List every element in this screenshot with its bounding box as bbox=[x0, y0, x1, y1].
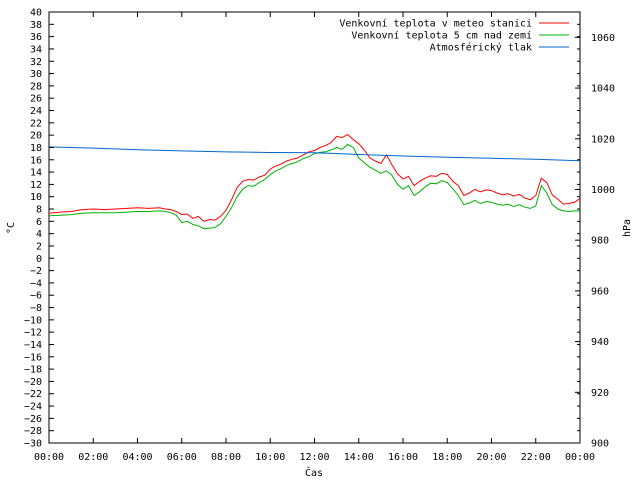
y2-tick-label: 980 bbox=[591, 236, 609, 247]
y-tick-label: 24 bbox=[30, 106, 42, 117]
y-tick-label: 16 bbox=[30, 155, 42, 166]
y-axis-label: °C bbox=[6, 222, 17, 234]
y-tick-label: −2 bbox=[30, 266, 42, 277]
y-tick-label: −6 bbox=[30, 291, 42, 302]
y2-tick-label: 1020 bbox=[591, 134, 615, 145]
y2-tick-label: 900 bbox=[591, 439, 609, 450]
x-tick-label: 16:00 bbox=[388, 452, 418, 463]
y-tick-label: 36 bbox=[30, 32, 42, 43]
y-tick-label: 10 bbox=[30, 192, 42, 203]
y-tick-label: 14 bbox=[30, 168, 42, 179]
y-tick-label: 30 bbox=[30, 69, 42, 80]
y-tick-label: −22 bbox=[24, 389, 42, 400]
y-tick-label: 22 bbox=[30, 118, 42, 129]
x-tick-label: 14:00 bbox=[344, 452, 374, 463]
y-tick-label: 34 bbox=[30, 44, 42, 55]
legend: Venkovní teplota v meteo staniciVenkovní… bbox=[339, 18, 569, 54]
legend-label-3: Atmosférický tlak bbox=[430, 42, 532, 54]
y-tick-label: −24 bbox=[24, 402, 42, 413]
x-tick-label: 12:00 bbox=[299, 452, 329, 463]
y-tick-label: 12 bbox=[30, 180, 42, 191]
y-tick-label: −28 bbox=[24, 426, 42, 437]
y2-tick-label: 920 bbox=[591, 388, 609, 399]
y-tick-label: 6 bbox=[36, 217, 42, 228]
y-tick-label: −20 bbox=[24, 377, 42, 388]
x-tick-label: 10:00 bbox=[255, 452, 285, 463]
y-tick-label: 8 bbox=[36, 205, 42, 216]
y-tick-label: −14 bbox=[24, 340, 42, 351]
y-tick-label: −4 bbox=[30, 278, 42, 289]
x-tick-label: 04:00 bbox=[122, 452, 152, 463]
plot-frame bbox=[48, 11, 581, 444]
y-tick-label: 0 bbox=[36, 254, 42, 265]
y-tick-label: 26 bbox=[30, 94, 42, 105]
x-tick-label: 06:00 bbox=[167, 452, 197, 463]
y-tick-label: 18 bbox=[30, 143, 42, 154]
y2-tick-label: 1060 bbox=[591, 33, 615, 44]
y2-tick-label: 1040 bbox=[591, 84, 615, 95]
y-tick-label: −12 bbox=[24, 328, 42, 339]
y2-axis-label: hPa bbox=[622, 219, 633, 237]
y-tick-label: −10 bbox=[24, 315, 42, 326]
x-tick-label: 02:00 bbox=[78, 452, 108, 463]
series-layer bbox=[48, 133, 581, 230]
y2-tick-label: 960 bbox=[591, 286, 609, 297]
x-tick-label: 00:00 bbox=[565, 452, 595, 463]
y-tick-label: 28 bbox=[30, 81, 42, 92]
y-tick-label: 32 bbox=[30, 57, 42, 68]
y-tick-label: 4 bbox=[36, 229, 42, 240]
y-tick-label: 40 bbox=[30, 8, 42, 19]
series-line-1 bbox=[48, 133, 581, 222]
x-tick-label: 18:00 bbox=[432, 452, 462, 463]
x-tick-label: 00:00 bbox=[34, 452, 64, 463]
x-tick-label: 08:00 bbox=[211, 452, 241, 463]
y-tick-label: 20 bbox=[30, 131, 42, 142]
series-line-2 bbox=[48, 143, 580, 230]
axes-layer: −30−28−26−24−22−20−18−16−14−12−10−8−6−4−… bbox=[24, 8, 615, 464]
x-tick-label: 22:00 bbox=[521, 452, 551, 463]
y-tick-label: −30 bbox=[24, 439, 42, 450]
y-tick-label: −8 bbox=[30, 303, 42, 314]
y-tick-label: −26 bbox=[24, 414, 42, 425]
legend-label-1: Venkovní teplota v meteo stanici bbox=[339, 18, 532, 30]
y-tick-label: −18 bbox=[24, 365, 42, 376]
x-tick-label: 20:00 bbox=[476, 452, 506, 463]
x-axis-label: Čas bbox=[305, 466, 323, 479]
y2-tick-label: 940 bbox=[591, 337, 609, 348]
y-tick-label: −16 bbox=[24, 352, 42, 363]
series-line-3 bbox=[48, 146, 581, 162]
y-tick-label: 38 bbox=[30, 20, 42, 31]
y-tick-label: 2 bbox=[36, 241, 42, 252]
legend-label-2: Venkovní teplota 5 cm nad zemí bbox=[351, 30, 532, 42]
y2-tick-label: 1000 bbox=[591, 185, 615, 196]
